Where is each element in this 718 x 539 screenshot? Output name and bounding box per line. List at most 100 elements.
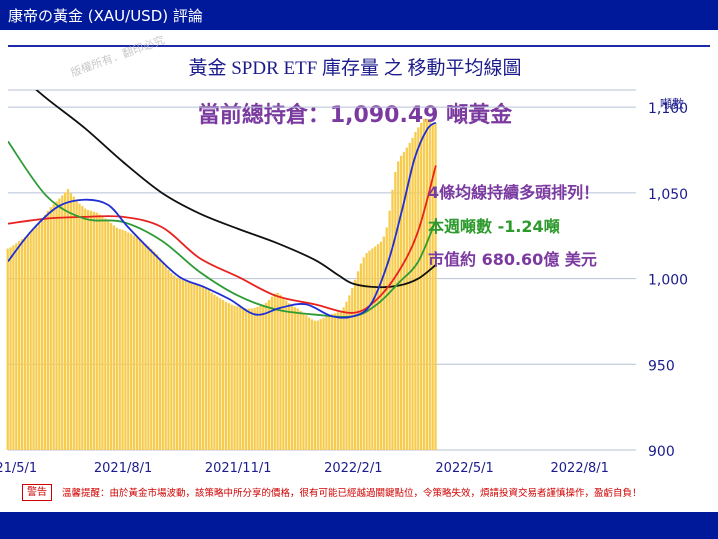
holding-bar xyxy=(115,227,118,450)
holding-bar xyxy=(333,313,337,450)
holding-bar xyxy=(331,313,334,450)
holding-bar xyxy=(376,244,380,450)
holding-bar xyxy=(9,247,12,450)
holding-bar xyxy=(92,211,95,450)
holding-bar xyxy=(153,251,156,450)
holding-bar xyxy=(405,147,408,450)
holding-bar xyxy=(58,198,61,450)
holding-bar xyxy=(124,230,127,450)
holding-bar xyxy=(135,237,139,450)
warning-text: 溫馨提醒：由於黃金市場波動，該策略中所分享的價格，很有可能已經越過關鍵點位，令策… xyxy=(62,488,642,499)
holding-bar xyxy=(224,301,228,450)
x-tick-label: 2021/11/1 xyxy=(205,461,272,476)
y-ticks: 900 950 1,000 1,050 1,100 xyxy=(648,101,688,460)
holding-bar xyxy=(227,303,230,450)
holding-bar xyxy=(325,316,328,450)
holding-bar xyxy=(6,248,9,450)
holding-bar xyxy=(365,253,368,450)
holding-bar xyxy=(161,261,164,450)
holding-bar xyxy=(253,308,256,450)
holding-bar xyxy=(267,300,271,450)
holding-bar xyxy=(394,171,397,450)
holding-bar xyxy=(190,282,193,450)
holding-bar xyxy=(32,229,35,450)
holding-bar xyxy=(127,232,130,450)
holding-bar xyxy=(35,226,38,450)
holding-bar xyxy=(408,142,411,451)
holding-bar xyxy=(230,304,233,450)
holding-bar xyxy=(61,195,64,450)
holding-bar xyxy=(287,303,291,450)
holding-bar xyxy=(339,310,342,450)
holding-bar xyxy=(184,280,187,450)
holding-bar xyxy=(244,308,248,450)
holding-bar xyxy=(221,300,225,450)
holding-bar xyxy=(239,307,242,450)
holding-bar xyxy=(276,292,279,450)
holding-bar xyxy=(279,294,282,450)
holding-bar xyxy=(181,279,184,450)
holding-bar xyxy=(282,297,285,450)
holding-bar xyxy=(63,192,67,451)
holding-bar xyxy=(342,307,345,450)
y-tick-label: 1,050 xyxy=(648,187,688,203)
holding-bar xyxy=(397,161,400,451)
page-title: 康帝の黃金 (XAU/USD) 評論 xyxy=(8,7,203,25)
holding-bar xyxy=(345,301,348,450)
header-divider xyxy=(8,45,710,47)
holding-bar xyxy=(86,210,90,450)
annotation-market-value: 市值約 680.60億 美元 xyxy=(428,250,597,269)
holding-bar xyxy=(290,305,294,450)
holding-bar xyxy=(382,236,385,450)
holding-bar xyxy=(144,243,147,450)
holding-bar xyxy=(219,298,222,450)
holding-bar xyxy=(299,310,302,450)
y-tick-label: 1,100 xyxy=(648,101,688,117)
holding-bar xyxy=(178,278,182,450)
holding-bar xyxy=(374,246,377,450)
x-tick-label: 2021/5/1 xyxy=(0,461,37,476)
holding-bar xyxy=(84,208,87,450)
holding-bar xyxy=(368,250,371,450)
holding-bar xyxy=(270,296,274,450)
annotation-bullish-alignment: 4條均線持續多頭排列！ xyxy=(428,183,599,202)
holding-bar xyxy=(411,137,414,451)
holding-bar xyxy=(198,285,202,450)
holding-bar xyxy=(273,293,276,450)
holding-bar xyxy=(173,275,176,450)
holding-bar xyxy=(72,196,75,450)
title-bar: 康帝の黃金 (XAU/USD) 評論 xyxy=(0,0,718,30)
holding-bar xyxy=(425,119,429,451)
x-tick-label: 2022/2/1 xyxy=(324,461,382,476)
holding-bar xyxy=(29,232,32,450)
holding-bar xyxy=(216,296,219,450)
ma-line-green xyxy=(8,140,437,318)
holding-bar xyxy=(322,317,325,450)
holding-bar xyxy=(104,218,107,450)
holding-bar xyxy=(118,229,121,450)
holding-bar xyxy=(388,210,391,450)
holding-bar xyxy=(49,207,52,450)
holding-bar xyxy=(399,155,403,451)
holding-bar xyxy=(420,122,423,451)
holding-bar xyxy=(201,286,205,450)
holding-bar xyxy=(233,305,236,450)
holding-bar xyxy=(107,220,110,450)
warning-badge: 警告 xyxy=(22,484,52,501)
x-tick-label: 2022/8/1 xyxy=(551,461,609,476)
holding-bar xyxy=(371,248,374,450)
holding-bar xyxy=(109,223,113,450)
holding-bar xyxy=(167,269,170,450)
holding-bar xyxy=(422,118,426,451)
holding-bar xyxy=(242,307,245,450)
holding-bar xyxy=(147,246,150,450)
holding-bar xyxy=(213,294,216,450)
holding-bar xyxy=(95,212,98,450)
holding-bar xyxy=(55,201,58,450)
gridlines xyxy=(8,89,636,451)
holding-bar xyxy=(150,248,153,450)
holding-bar xyxy=(302,313,305,450)
holding-bar xyxy=(130,233,133,450)
x-tick-label: 2021/8/1 xyxy=(94,461,152,476)
